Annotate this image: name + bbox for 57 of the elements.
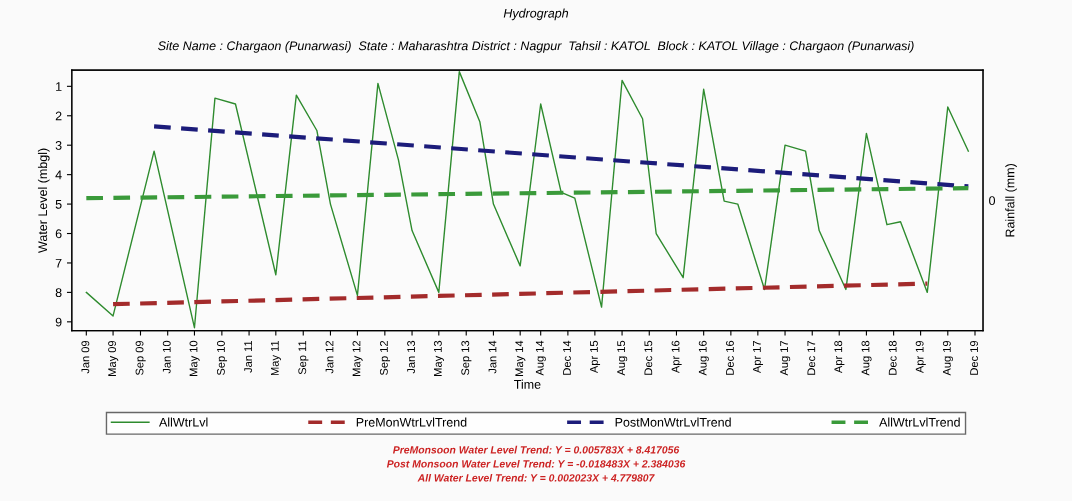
y-tick-label: 2	[55, 111, 62, 121]
x-tick-label: May 10	[189, 340, 200, 376]
x-tick-label: May 09	[108, 340, 119, 376]
x-tick-label: Jan 11	[244, 340, 253, 373]
y-tick-label: 1	[56, 82, 62, 91]
x-tick-label: Dec 15	[644, 340, 653, 375]
y-tick-label: 4	[55, 170, 62, 180]
legend-label: PostMonWtrLvlTrend	[615, 417, 731, 427]
chart-subtitle: Site Name : Chargaon (Punarwasi) State : Maharashtra District : Nagpur Tahsil : KATOL Block : KATOL Village : Chargaon (Punarwasi)	[158, 41, 914, 53]
x-tick-label: Aug 14	[535, 340, 546, 376]
x-tick-label: Aug 15	[617, 340, 628, 376]
x-axis-title: Time	[514, 379, 541, 389]
chart-title: Hydrograph	[503, 8, 569, 21]
legend-label: AllWtrLvl	[158, 417, 208, 427]
x-tick-label: Aug 19	[942, 340, 953, 376]
x-tick-label: Aug 16	[698, 340, 709, 376]
x-tick-label: Apr 18	[834, 340, 845, 374]
x-tick-label: Aug 18	[861, 340, 872, 376]
x-tick-label: Dec 16	[725, 340, 734, 375]
x-tick-label: Dec 19	[970, 340, 978, 375]
text: Post Monsoon Water Level Trend: Y = -0.018483X + 2.384036	[386, 459, 686, 468]
text: PreMonsoon Water Level Trend: Y = 0.005783X + 8.417056	[392, 445, 680, 454]
y-tick-label: 5	[55, 200, 62, 209]
x-tick-label: Dec 14	[563, 340, 571, 375]
y-tick-label: 6	[55, 229, 62, 239]
x-tick-label: Apr 19	[915, 340, 926, 374]
x-tick-label: Jan 13	[407, 340, 416, 374]
x-tick-label: May 14	[515, 340, 526, 376]
x-tick-label: Jan 10	[162, 340, 171, 374]
y-tick-label: 9	[55, 317, 62, 327]
x-tick-label: Jan 09	[81, 340, 90, 374]
x-tick-label: Apr 15	[590, 340, 601, 374]
y-axis-title: Water Level (mbgl)	[37, 148, 50, 253]
line-series	[85, 70, 970, 329]
y-tick-label: 8	[55, 288, 62, 298]
x-tick-label: Sep 09	[135, 340, 146, 376]
text: All Water Level Trend: Y = 0.002023X + 4.779807	[417, 473, 655, 482]
text: 0	[989, 196, 996, 206]
x-tick-label: Jan 12	[325, 340, 334, 374]
y-tick-label: 3	[55, 141, 62, 150]
x-tick-label: Dec 18	[888, 340, 897, 375]
x-tick-label: May 12	[352, 340, 363, 376]
x-tick-label: Apr 17	[753, 340, 764, 374]
x-tick-label: Jan 14	[488, 340, 497, 374]
x-tick-label: Sep 11	[298, 340, 309, 375]
x-tick-label: Sep 10	[216, 340, 228, 376]
x-tick-label: May 11	[271, 340, 281, 376]
x-tick-label: Apr 16	[671, 340, 682, 374]
legend-label: PreMonWtrLvlTrend	[356, 417, 467, 427]
x-tick-label: Sep 12	[379, 340, 391, 376]
x-tick-label: Aug 17	[780, 340, 791, 376]
x-tick-label: May 13	[433, 340, 444, 376]
x-tick-label: Sep 13	[461, 340, 472, 376]
legend-label: AllWtrLvlTrend	[879, 417, 960, 427]
x-tick-label: Dec 17	[807, 340, 816, 375]
y2-axis-title: Rainfall (mm)	[1005, 164, 1017, 237]
y-tick-label: 7	[55, 258, 62, 268]
